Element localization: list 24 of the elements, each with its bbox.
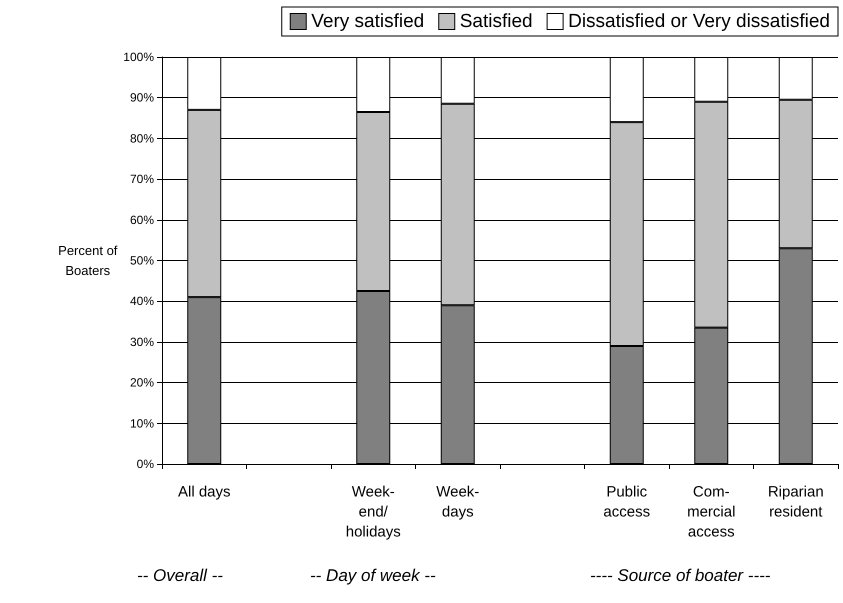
y-tick-label: 60% — [130, 212, 154, 227]
x-tick-label: Riparian resident — [768, 484, 824, 520]
x-tick-label: Public access — [603, 484, 650, 520]
legend-label: Very satisfied — [311, 11, 424, 32]
y-tick-label: 90% — [130, 90, 154, 105]
text: ---- Source of boater ---- — [590, 566, 771, 585]
x-tick-label: Com- mercial access — [687, 484, 736, 540]
y-tick-label: 40% — [130, 294, 154, 308]
legend-label: Satisfied — [460, 11, 533, 32]
x-tick-label: Week- days — [436, 484, 480, 520]
y-tick-label: 30% — [130, 334, 154, 349]
y-tick-label: 50% — [130, 254, 154, 268]
legend-label: Dissatisfied or Very dissatisfied — [568, 11, 830, 32]
text: -- Day of week -- — [310, 566, 436, 585]
y-tick-label: 80% — [130, 131, 154, 146]
y-tick-label: 20% — [130, 376, 154, 390]
x-tick-label: Week- end/ holidays — [346, 484, 401, 540]
y-tick-label: 10% — [130, 416, 154, 430]
x-tick-label: All days — [178, 484, 231, 500]
y-tick-label: 100% — [123, 50, 154, 64]
text: -- Overall -- — [137, 566, 224, 585]
y-axis-title: Percent of Boaters — [58, 243, 118, 278]
y-tick-label: 0% — [136, 457, 154, 471]
y-tick-label: 70% — [130, 172, 154, 186]
